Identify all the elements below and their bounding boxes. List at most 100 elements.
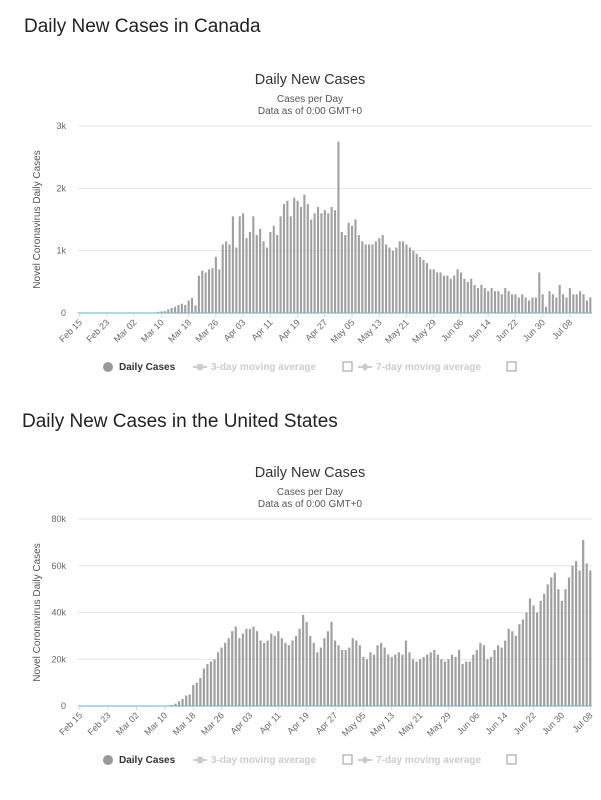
canada-bar [480, 284, 483, 313]
us-bar [177, 701, 181, 706]
canada-bar [231, 216, 234, 313]
canada-x-tick-label: Jul 08 [550, 317, 574, 341]
canada-bar [368, 244, 371, 313]
canada-legend-7day-average[interactable]: 7-day moving average [358, 362, 481, 373]
canada-bar [289, 216, 292, 313]
us-legend-3day-average[interactable]: 3-day moving average [193, 755, 316, 766]
canada-3day-checkbox[interactable] [342, 361, 353, 372]
us-x-tick-label: May 29 [425, 710, 453, 738]
canada-x-tick-label: Apr 19 [276, 317, 302, 343]
us-x-tick-label: Feb 23 [86, 710, 113, 737]
canada-bar [187, 300, 190, 313]
us-bar [482, 645, 486, 706]
canada-bar [286, 200, 289, 313]
canada-bar [299, 207, 303, 313]
canada-x-tick-label: Jun 14 [466, 317, 492, 343]
canada-legend-3day-average[interactable]: 3-day moving average [193, 362, 316, 373]
us-bar [372, 654, 376, 706]
canada-bar [371, 244, 374, 313]
canada-x-tick-label: Apr 11 [249, 317, 274, 342]
canada-x-tick-label: Jun 30 [521, 317, 547, 343]
us-x-tick-label: Jun 22 [512, 710, 538, 736]
us-bar [255, 631, 259, 706]
canada-bar [242, 213, 245, 313]
us-x-tick-label: May 21 [397, 710, 425, 738]
us-legend: Daily Cases 3-day moving average 7-day mov… [103, 755, 481, 766]
us-bar [199, 677, 202, 706]
us-bar [415, 661, 418, 706]
canada-7day-checkbox[interactable] [506, 361, 517, 372]
us-bar [404, 640, 408, 706]
canada-bar [293, 197, 296, 313]
canada-x-tick-label: Mar 02 [112, 317, 139, 344]
canada-bar [459, 272, 463, 313]
canada-bar [170, 308, 173, 313]
us-bar [355, 640, 358, 706]
canada-chart-data-date: Data as of 0:00 GMT+0 [258, 106, 363, 117]
us-bar [582, 540, 585, 706]
us-y-tick-label: 0 [61, 701, 66, 711]
canada-bar [432, 269, 435, 313]
canada-bar [279, 216, 282, 313]
canada-bar [555, 297, 558, 313]
us-x-tick-label: Feb 15 [57, 710, 84, 737]
us-bar [174, 703, 177, 706]
us-bar [497, 645, 500, 706]
us-bar [284, 642, 287, 706]
canada-bar [167, 309, 170, 313]
canada-bar [303, 194, 306, 313]
canada-bar [255, 235, 258, 313]
us-bar [507, 628, 510, 706]
canada-bar [524, 297, 527, 313]
canada-bar [282, 203, 286, 313]
us-bar [344, 649, 347, 706]
us-bar [560, 600, 564, 706]
canada-bar [265, 247, 269, 313]
canada-bar [163, 311, 166, 313]
canada-x-tick-label: Mar 18 [166, 317, 193, 344]
canada-bar [456, 269, 459, 313]
canada-bar [446, 275, 449, 313]
us-bar [578, 570, 581, 706]
canada-bar [344, 235, 347, 313]
us-bar [539, 600, 542, 706]
us-bar [525, 612, 528, 706]
canada-legend-daily-cases[interactable]: Daily Cases [103, 362, 176, 373]
canada-bar [470, 278, 473, 313]
us-bar [465, 661, 468, 706]
us-bar [504, 640, 507, 706]
us-3day-checkbox[interactable] [342, 754, 353, 765]
canada-bar [568, 288, 571, 313]
us-x-tick-label: Apr 03 [229, 710, 255, 736]
us-bar [387, 654, 390, 706]
us-bar [528, 598, 532, 706]
canada-bar [218, 269, 221, 313]
us-bar [585, 563, 588, 706]
canada-x-tick-label: May 13 [356, 317, 384, 345]
canada-bar [388, 247, 391, 313]
us-bar [557, 589, 560, 707]
us-bar [436, 654, 439, 706]
canada-bar [310, 219, 313, 313]
canada-bar [562, 294, 565, 313]
us-bar [167, 705, 170, 706]
us-bar [170, 704, 174, 706]
us-bar [224, 642, 227, 706]
us-7day-checkbox[interactable] [506, 754, 517, 765]
canada-x-tick-label: Feb 23 [84, 317, 111, 344]
us-legend-daily-cases[interactable]: Daily Cases [103, 755, 176, 766]
canada-bar [490, 288, 493, 313]
us-bar [362, 656, 365, 706]
us-bar [419, 659, 422, 706]
us-legend-7day-marker [361, 756, 369, 764]
us-bar [206, 663, 209, 707]
canada-bar [194, 305, 197, 313]
canada-bar [238, 216, 241, 313]
canada-bar [160, 311, 163, 313]
us-legend-7day-average[interactable]: 7-day moving average [358, 755, 481, 766]
us-bar [433, 649, 436, 706]
us-legend-7day-label: 7-day moving average [376, 755, 481, 766]
canada-x-tick-label: Mar 10 [139, 317, 166, 344]
us-y-tick-label: 60k [51, 561, 66, 571]
